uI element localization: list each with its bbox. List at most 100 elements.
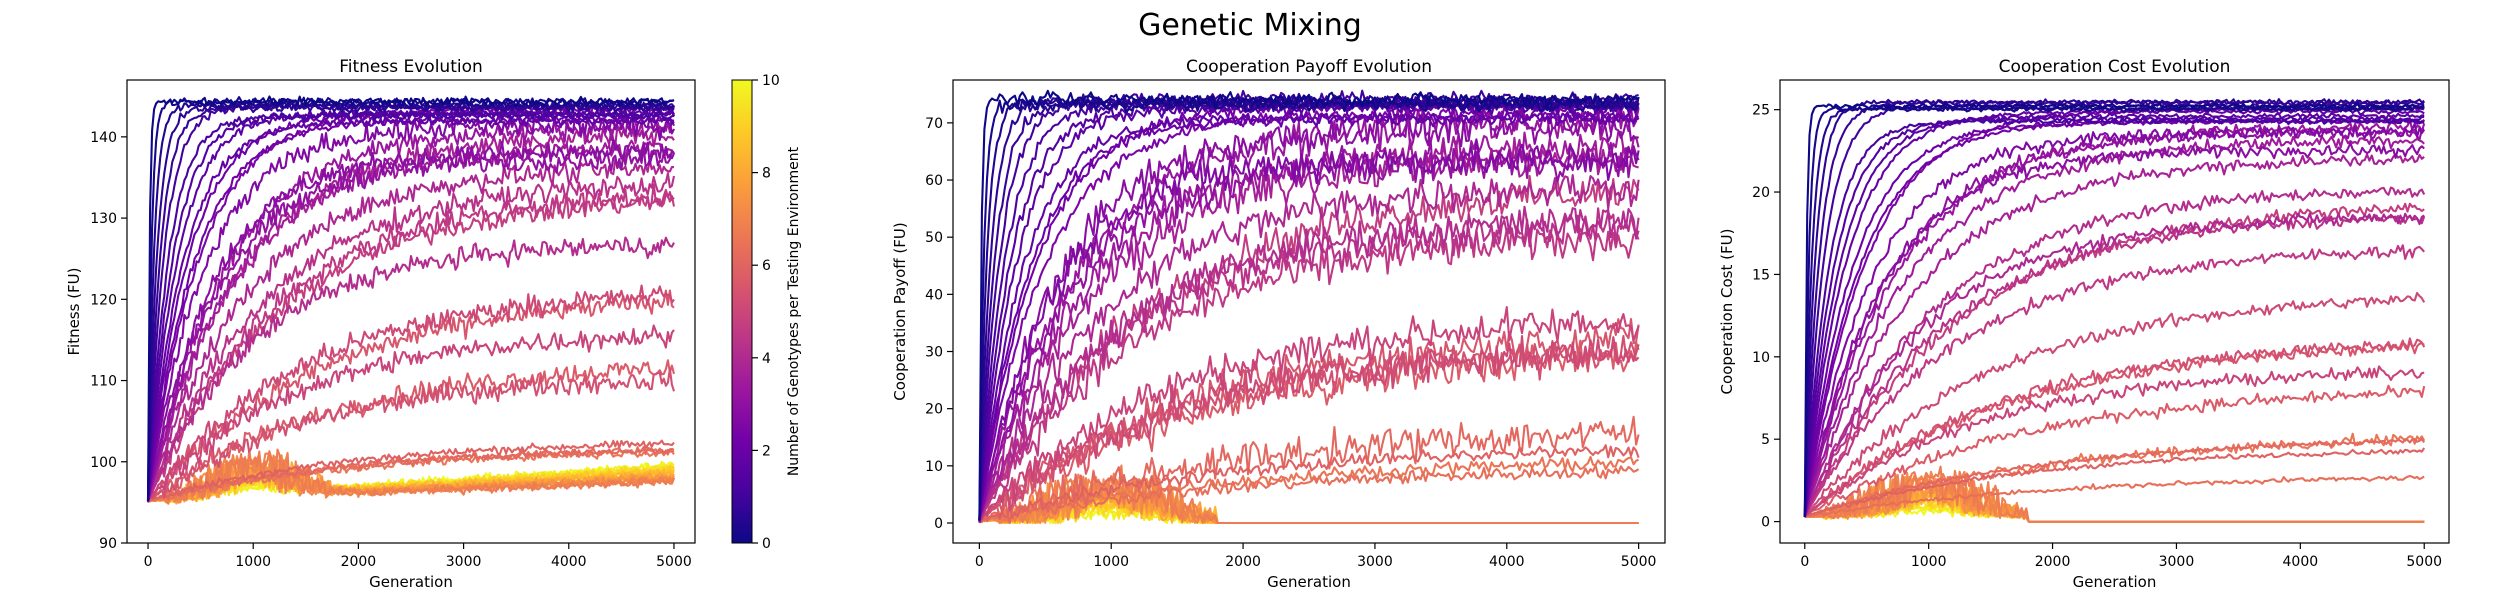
y-axis-label: Cooperation Payoff (FU) bbox=[891, 222, 909, 400]
series-line bbox=[147, 324, 675, 503]
series-line bbox=[147, 284, 675, 503]
x-tick-label: 1000 bbox=[235, 554, 271, 570]
series-group bbox=[146, 95, 676, 505]
series-line bbox=[1803, 153, 2425, 518]
y-tick-label: 90 bbox=[99, 536, 117, 552]
y-tick-label: 130 bbox=[90, 211, 117, 227]
series-line bbox=[1803, 112, 2425, 517]
x-tick-label: 5000 bbox=[1621, 554, 1657, 570]
y-tick-label: 110 bbox=[90, 374, 117, 390]
series-group bbox=[1803, 98, 2426, 523]
x-tick-label: 3000 bbox=[2159, 554, 2195, 570]
series-line bbox=[146, 115, 675, 502]
x-tick-label: 2000 bbox=[341, 554, 377, 570]
y-tick-label: 100 bbox=[90, 455, 117, 471]
series-line bbox=[1803, 141, 2425, 516]
y-tick-label: 0 bbox=[1761, 515, 1770, 531]
series-line bbox=[979, 464, 1639, 525]
y-tick-label: 0 bbox=[934, 516, 943, 532]
y-tick-label: 10 bbox=[1752, 350, 1770, 366]
colorbar-tick-label: 10 bbox=[762, 73, 780, 89]
series-line bbox=[978, 130, 1640, 518]
series-line bbox=[146, 121, 675, 502]
y-tick-label: 5 bbox=[1761, 432, 1770, 448]
series-line bbox=[1804, 447, 2426, 518]
series-line bbox=[978, 139, 1640, 518]
series-line bbox=[147, 451, 675, 503]
x-tick-label: 1000 bbox=[1911, 554, 1947, 570]
series-line bbox=[146, 95, 675, 501]
x-tick-label: 0 bbox=[975, 554, 984, 570]
series-line bbox=[146, 108, 675, 501]
x-tick-label: 3000 bbox=[446, 554, 482, 570]
colorbar-tick-label: 2 bbox=[762, 443, 771, 459]
series-line bbox=[1804, 465, 2425, 523]
colorbar-tick-label: 8 bbox=[762, 166, 771, 182]
x-tick-label: 3000 bbox=[1357, 554, 1393, 570]
series-line bbox=[978, 205, 1640, 524]
plot-frame bbox=[126, 79, 696, 544]
series-line bbox=[1804, 291, 2426, 517]
series-line bbox=[978, 109, 1640, 522]
series-line bbox=[147, 289, 675, 502]
series-line bbox=[1803, 186, 2426, 516]
series-line bbox=[978, 96, 1640, 520]
series-line bbox=[1803, 126, 2425, 517]
x-tick-label: 4000 bbox=[551, 554, 587, 570]
series-line bbox=[1803, 114, 2425, 517]
x-tick-label: 5000 bbox=[656, 554, 692, 570]
series-line bbox=[147, 446, 675, 502]
series-line bbox=[978, 89, 1639, 521]
x-tick-label: 4000 bbox=[1489, 554, 1525, 570]
series-line bbox=[1804, 365, 2425, 518]
series-line bbox=[1803, 117, 2425, 517]
x-tick-label: 0 bbox=[144, 554, 153, 570]
series-line bbox=[979, 339, 1640, 524]
subplot-title: Cooperation Cost Evolution bbox=[1999, 57, 2231, 77]
series-line bbox=[1803, 337, 2426, 518]
series-line bbox=[978, 306, 1640, 523]
series-line bbox=[978, 104, 1640, 518]
series-line bbox=[147, 183, 675, 501]
series-line bbox=[146, 136, 675, 501]
x-tick-label: 2000 bbox=[2035, 554, 2071, 570]
series-line bbox=[146, 138, 675, 502]
y-axis-label: Fitness (FU) bbox=[65, 267, 83, 355]
y-tick-label: 60 bbox=[925, 173, 943, 189]
series-group bbox=[978, 89, 1640, 525]
y-tick-label: 20 bbox=[1752, 185, 1770, 201]
x-axis-label: Generation bbox=[369, 573, 453, 591]
series-line bbox=[1804, 384, 2426, 519]
x-axis-label: Generation bbox=[1267, 573, 1351, 591]
figure-title: Genetic Mixing bbox=[1138, 8, 1362, 43]
series-line bbox=[978, 174, 1640, 524]
series-line bbox=[146, 145, 675, 502]
y-tick-label: 20 bbox=[925, 402, 943, 418]
series-line bbox=[1804, 474, 2425, 518]
y-axis-label: Cooperation Cost (FU) bbox=[1718, 229, 1736, 395]
series-line bbox=[1803, 104, 2425, 517]
x-tick-label: 1000 bbox=[1093, 554, 1129, 570]
y-tick-label: 50 bbox=[925, 230, 943, 246]
subplot-1: Fitness Evolution 0 1000 2000 3000 4000 5000 90… bbox=[65, 57, 696, 591]
series-line bbox=[146, 110, 675, 501]
subplot-title: Fitness Evolution bbox=[339, 57, 483, 77]
series-line bbox=[146, 95, 675, 502]
y-tick-label: 140 bbox=[90, 130, 117, 146]
series-line bbox=[147, 367, 676, 503]
y-tick-label: 25 bbox=[1752, 103, 1770, 119]
series-line bbox=[147, 236, 675, 501]
series-line bbox=[147, 448, 675, 505]
colorbar-tick-label: 0 bbox=[762, 536, 771, 552]
y-tick-label: 40 bbox=[925, 287, 943, 303]
x-tick-label: 2000 bbox=[1225, 554, 1261, 570]
y-tick-label: 10 bbox=[925, 459, 943, 475]
colorbar: 0 2 4 6 8 10 Number of Genotypes per Testing E… bbox=[731, 73, 802, 552]
x-tick-label: 0 bbox=[1800, 554, 1809, 570]
series-line bbox=[979, 463, 1640, 522]
x-tick-label: 5000 bbox=[2406, 554, 2442, 570]
colorbar-tick-label: 6 bbox=[762, 258, 771, 274]
series-line bbox=[978, 444, 1640, 521]
